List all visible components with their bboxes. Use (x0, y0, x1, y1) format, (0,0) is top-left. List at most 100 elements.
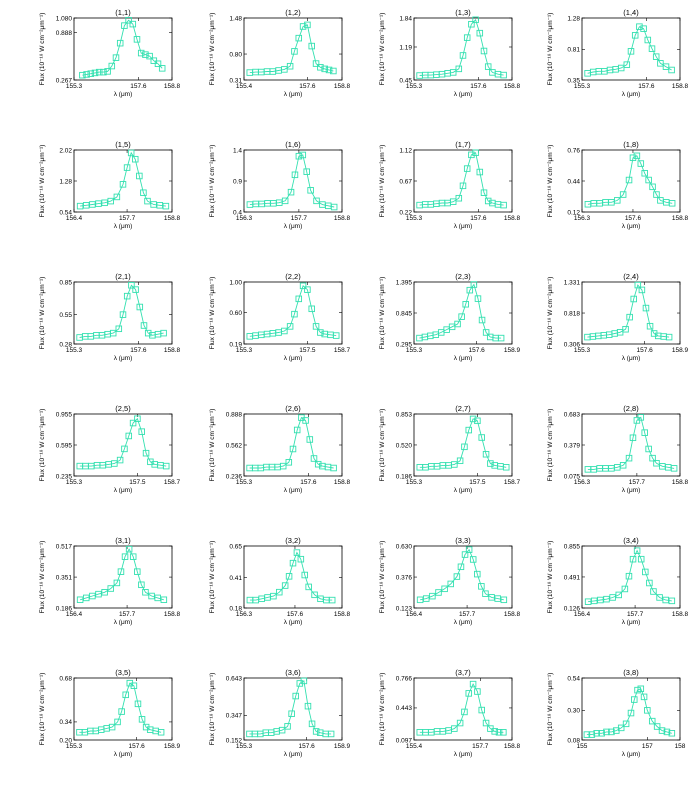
data-point (668, 200, 676, 207)
x-tick-label: 155.3 (574, 347, 591, 354)
series-line (420, 548, 504, 601)
y-tick-label: 1.00 (229, 279, 242, 286)
data-point (469, 415, 477, 423)
data-point (144, 329, 152, 337)
y-tick-label: 2.02 (59, 147, 72, 154)
data-point (107, 585, 114, 592)
x-tick-label: 155.3 (406, 83, 423, 90)
x-tick-label: 158.7 (504, 479, 521, 486)
data-point (625, 572, 633, 580)
x-axis-label: λ (μm) (114, 355, 133, 362)
y-tick-label: 1.395 (396, 279, 413, 286)
y-axis-label: Flux (10⁻¹⁸ W cm⁻²μm⁻¹) (209, 541, 216, 614)
panel-title: (1,3) (455, 8, 471, 17)
y-tick-label: 0.186 (56, 605, 73, 612)
x-axis-label: λ (μm) (622, 487, 641, 494)
y-tick-label: 0.65 (229, 543, 242, 550)
data-point (641, 429, 648, 436)
data-point (429, 592, 436, 600)
panel-title: (3,7) (455, 668, 471, 677)
panel-title: (2,6) (285, 404, 301, 413)
data-point (645, 176, 652, 184)
data-point (112, 54, 120, 61)
y-axis-label: Flux (10⁻¹⁸ W cm⁻²μm⁻¹) (209, 673, 216, 746)
data-point (134, 568, 141, 575)
y-tick-label: 1.19 (399, 44, 412, 51)
data-point (82, 202, 90, 209)
data-point (663, 728, 671, 736)
panel: (2,7) 155.3 157.5 158.7 0.186 0.520 0.853 λ (μm… (379, 404, 521, 494)
data-point (125, 545, 133, 553)
data-point (463, 165, 471, 172)
y-tick-label: 0.236 (226, 473, 243, 480)
data-point (441, 585, 448, 593)
data-point (123, 164, 131, 171)
x-axis-label: λ (μm) (114, 619, 133, 626)
data-point (307, 187, 314, 194)
y-tick-label: 0.443 (396, 705, 413, 712)
x-tick-label: 157.6 (468, 347, 485, 354)
x-axis-label: λ (μm) (284, 91, 303, 98)
data-point (622, 720, 630, 728)
data-point (455, 65, 463, 73)
data-point (468, 20, 475, 28)
data-point (480, 47, 488, 55)
data-point (636, 23, 643, 30)
y-tick-label: 0.517 (56, 543, 73, 550)
panel-title: (3,6) (285, 668, 301, 677)
y-tick-label: 0.18 (229, 605, 242, 612)
y-tick-label: 0.491 (564, 574, 581, 581)
data-point (121, 445, 128, 453)
data-point (284, 723, 291, 730)
x-tick-label: 157.6 (287, 611, 304, 618)
x-tick-label: 155.3 (236, 479, 253, 486)
series-line (419, 18, 504, 76)
y-axis-label: Flux (10⁻¹⁸ W cm⁻²μm⁻¹) (209, 13, 216, 86)
data-point (665, 333, 673, 341)
data-point (454, 320, 461, 328)
data-point (646, 579, 653, 587)
data-point (100, 68, 107, 76)
data-point (138, 716, 146, 723)
data-point (122, 691, 129, 699)
y-axis-label: Flux (10⁻¹⁸ W cm⁻²μm⁻¹) (547, 145, 554, 218)
axes-frame (581, 17, 681, 81)
y-tick-label: 1.28 (59, 178, 72, 185)
data-point (111, 460, 118, 467)
data-point (451, 461, 458, 468)
x-axis-label: λ (μm) (114, 751, 133, 758)
data-point (321, 65, 328, 73)
axes-frame (581, 281, 681, 345)
y-tick-label: 1.4 (233, 147, 242, 154)
data-point (603, 595, 610, 603)
y-tick-label: 0.075 (564, 473, 581, 480)
y-tick-label: 0.351 (56, 574, 73, 581)
y-tick-label: 1.48 (229, 15, 242, 22)
panel: (1,5) 156.4 157.7 158.8 0.54 1.28 2.02 λ (μm) Fl… (39, 140, 181, 230)
x-tick-label: 158.8 (164, 215, 181, 222)
data-point (286, 323, 294, 330)
x-tick-label: 157 (642, 743, 653, 750)
x-tick-label: 157.6 (470, 215, 487, 222)
y-tick-label: 0.81 (567, 47, 580, 54)
data-point (500, 71, 507, 79)
x-tick-label: 157.5 (469, 479, 486, 486)
data-point (142, 589, 149, 596)
data-point (291, 48, 298, 55)
data-point (637, 685, 645, 693)
series-line (82, 19, 163, 76)
x-tick-label: 155.3 (406, 347, 423, 354)
data-point (132, 286, 139, 293)
data-point (456, 457, 464, 465)
data-point (328, 596, 336, 604)
data-point (641, 169, 648, 177)
data-point (482, 590, 489, 597)
x-axis-label: λ (μm) (454, 91, 473, 98)
panel-title: (3,1) (115, 536, 131, 545)
data-point (650, 588, 657, 595)
data-point (109, 329, 117, 337)
data-point (108, 62, 116, 70)
x-tick-label: 158.8 (672, 83, 689, 90)
y-tick-label: 0.643 (226, 675, 243, 682)
data-point (449, 198, 457, 205)
